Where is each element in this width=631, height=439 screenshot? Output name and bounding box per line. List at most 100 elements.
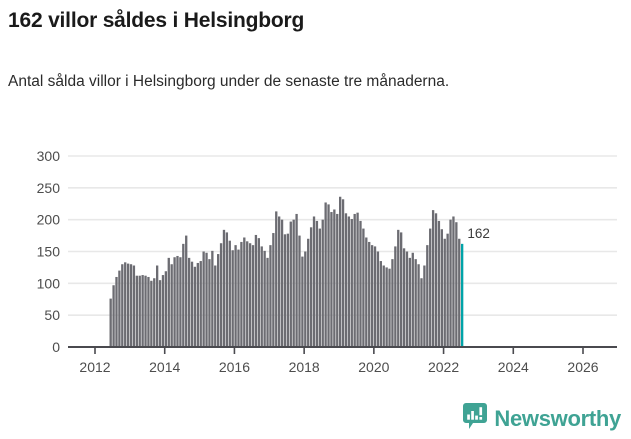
- bar: [126, 263, 130, 347]
- highlight-value-text: 162: [467, 226, 490, 241]
- bar: [327, 204, 330, 347]
- x-tick-label: 2018: [289, 359, 320, 375]
- page-title: 162 villor såldes i Helsingborg: [8, 9, 305, 32]
- bar: [193, 266, 197, 347]
- bar: [312, 216, 316, 347]
- bar: [164, 271, 168, 347]
- bar: [298, 235, 301, 347]
- bar: [234, 245, 237, 347]
- bar: [240, 241, 243, 347]
- bar: [446, 233, 449, 347]
- bar: [315, 220, 319, 347]
- bar: [321, 219, 324, 347]
- x-tick-label: 2026: [567, 359, 598, 375]
- bar: [132, 265, 136, 347]
- bar: [190, 261, 194, 347]
- bar: [362, 228, 365, 347]
- bar: [449, 219, 452, 347]
- bar: [225, 232, 229, 347]
- bar: [344, 213, 348, 347]
- bar: [135, 275, 138, 347]
- bar: [376, 251, 380, 347]
- bar: [405, 251, 409, 347]
- y-axis-labels: 0 50 100 150 200 250 300: [37, 148, 61, 355]
- bar-chart-speech-bubble-icon: [463, 403, 488, 434]
- bar: [202, 251, 205, 347]
- y-tick-label: 0: [52, 339, 60, 355]
- bar: [431, 210, 435, 347]
- bar: [109, 298, 112, 347]
- y-tick-label: 50: [44, 307, 60, 323]
- bar: [283, 234, 287, 347]
- x-tick-label: 2014: [149, 359, 180, 375]
- bar: [219, 243, 223, 347]
- x-tick-label: 2020: [358, 359, 389, 375]
- bar: [150, 280, 153, 347]
- bar: [309, 227, 313, 347]
- bar: [400, 232, 403, 347]
- bar: [336, 213, 339, 347]
- bar: [408, 257, 412, 347]
- bar: [115, 276, 118, 347]
- bar: [170, 264, 173, 347]
- bar: [301, 256, 304, 347]
- x-axis-labels: 2012 2014 2016 2018 2020 2022 2024 2026: [79, 359, 598, 375]
- bar: [443, 238, 446, 347]
- bar: [179, 257, 182, 347]
- x-tick-label: 2022: [428, 359, 459, 375]
- bar: [248, 243, 252, 347]
- bar: [182, 243, 185, 347]
- bar: [426, 245, 429, 347]
- bar: [307, 238, 310, 347]
- bar: [158, 280, 162, 347]
- newsworthy-wordmark: Newsworthy: [494, 405, 621, 431]
- bar: [141, 275, 144, 347]
- bar: [434, 213, 438, 347]
- bar: [205, 252, 208, 347]
- bar: [391, 259, 394, 347]
- bar: [275, 211, 278, 347]
- x-tick-label: 2012: [79, 359, 110, 375]
- bar: [359, 220, 362, 347]
- bar: [187, 257, 191, 347]
- bar: [437, 220, 441, 347]
- bar: [257, 238, 260, 347]
- bar: [129, 264, 133, 347]
- bar: [153, 278, 156, 347]
- bar: [330, 212, 333, 347]
- bar: [269, 245, 272, 347]
- bar: [397, 229, 400, 347]
- bar: [292, 219, 295, 347]
- bar: [280, 219, 284, 347]
- bar: [278, 216, 281, 347]
- bar: [222, 229, 226, 347]
- bar: [333, 209, 336, 347]
- bar-highlighted: [461, 243, 464, 347]
- bar: [196, 262, 199, 347]
- bar: [161, 275, 165, 347]
- bar: [208, 259, 211, 347]
- bar: [260, 246, 263, 347]
- bar: [318, 228, 321, 347]
- bar: [385, 267, 388, 347]
- chart-bars: [109, 196, 464, 347]
- bar: [167, 257, 170, 347]
- bar: [423, 265, 426, 347]
- bar: [272, 233, 275, 347]
- y-tick-label: 250: [37, 180, 61, 196]
- bar: [199, 261, 202, 347]
- bar: [458, 238, 461, 347]
- bar: [263, 250, 266, 347]
- bar: [411, 252, 414, 347]
- bar: [350, 219, 353, 347]
- bar: [266, 257, 269, 347]
- bar: [251, 245, 255, 347]
- newsworthy-logo[interactable]: Newsworthy: [463, 403, 621, 434]
- bar: [429, 228, 432, 347]
- bar: [370, 245, 374, 347]
- chart-subtitle: Antal sålda villor i Helsingborg under d…: [8, 73, 450, 90]
- bar: [394, 246, 397, 347]
- bar: [246, 241, 249, 347]
